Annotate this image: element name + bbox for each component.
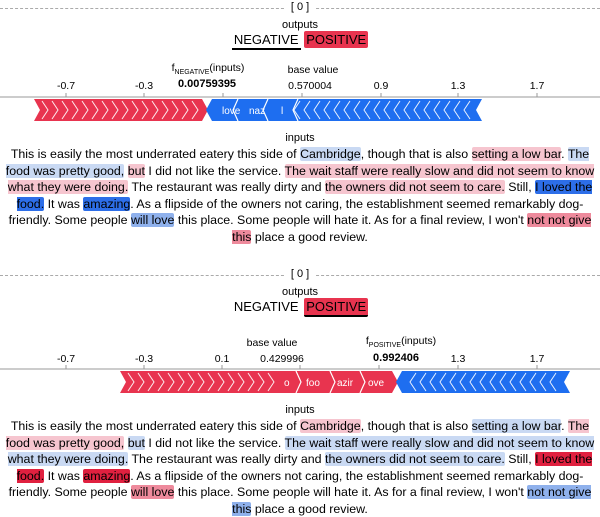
axis-tick: 1.7: [529, 80, 545, 92]
legend-positive[interactable]: POSITIVE: [304, 31, 369, 48]
base-value: 0.429996: [260, 353, 304, 365]
outputs-label: outputs: [281, 286, 319, 298]
token-highlight[interactable]: will love: [130, 213, 175, 227]
legend-negative[interactable]: NEGATIVE: [231, 31, 301, 50]
axis-tick: -0.3: [134, 353, 154, 365]
f-output-label: fPOSITIVE(inputs): [365, 335, 437, 350]
axis-tick: 1.3: [450, 353, 466, 365]
token-highlight[interactable]: amazing: [83, 468, 131, 483]
token-text: Still,: [504, 452, 536, 466]
bar-token: naz: [249, 106, 265, 117]
token-highlight[interactable]: setting a low bar: [471, 147, 562, 161]
force-plot-svg: o foo azir ove: [0, 365, 600, 394]
bar-token: ove: [368, 378, 385, 389]
legend-positive[interactable]: POSITIVE: [304, 298, 369, 317]
token-text: , though that is also: [360, 147, 472, 161]
token-text: , though that is also: [360, 419, 472, 433]
axis-ticks: [65, 93, 538, 97]
axis-tick: 1.3: [450, 80, 466, 92]
token-text: I did not like the service.: [144, 163, 285, 178]
outputs-label: outputs: [281, 19, 319, 31]
force-blue-bar: [396, 371, 570, 393]
force-red-bar: [34, 99, 208, 121]
force-red-bar: [120, 371, 398, 393]
shap-panel-positive: [ 0 ] outputs NEGATIVE POSITIVE base val…: [0, 266, 600, 516]
token-text: The restaurant was really dirty and: [128, 452, 326, 466]
token-highlight[interactable]: amazing: [83, 196, 131, 211]
token-text: It was: [44, 468, 84, 483]
chevrons-red: [41, 100, 199, 120]
token-text: this place. Some people will hate it. As…: [174, 213, 528, 227]
chevrons-blue: [409, 372, 557, 392]
token-text: this place. Some people will hate it. As…: [174, 485, 528, 499]
highlighted-input-text[interactable]: This is easily the most underrated eater…: [0, 146, 600, 245]
token-text: place a good review.: [251, 501, 368, 516]
inputs-label: inputs: [285, 132, 315, 144]
token-text: .: [561, 147, 568, 161]
force-plot[interactable]: o foo azir ove: [0, 363, 600, 408]
bar-token: foo: [306, 378, 320, 389]
legend-negative[interactable]: NEGATIVE: [233, 299, 299, 314]
panel-index: [ 0 ]: [0, 1, 600, 13]
bar-token: o: [284, 378, 290, 389]
token-highlight[interactable]: the owners did not seem to care.: [325, 452, 505, 466]
token-highlight[interactable]: will love: [130, 485, 175, 499]
base-value-label: base value: [246, 337, 298, 349]
segment-separators: [232, 98, 299, 122]
token-text: Still,: [504, 180, 536, 194]
token-text: This is easily the most underrated eater…: [10, 147, 301, 161]
token-highlight[interactable]: Cambridge: [300, 147, 361, 161]
shap-panel-negative: [ 0 ] outputs NEGATIVE POSITIVE fNEGATIV…: [0, 0, 600, 258]
token-highlight[interactable]: the owners did not seem to care.: [325, 180, 505, 194]
token-highlight[interactable]: setting a low bar: [471, 419, 562, 433]
highlighted-input-text[interactable]: This is easily the most underrated eater…: [0, 418, 600, 517]
token-text: . As a flipside of the owners not caring…: [8, 196, 584, 228]
token-text: . As a flipside of the owners not caring…: [8, 468, 584, 500]
force-plot[interactable]: love naz l: [0, 90, 600, 135]
bar-token: l: [281, 106, 283, 117]
axis-tick: 0.9: [373, 80, 389, 92]
axis-tick: -0.3: [134, 80, 154, 92]
bar-token: love: [222, 106, 241, 117]
axis-tick: 1.7: [529, 353, 545, 365]
f-output-label: fNEGATIVE(inputs): [171, 62, 245, 77]
panel-index: [ 0 ]: [0, 268, 600, 280]
token-highlight[interactable]: Cambridge: [300, 419, 361, 433]
force-plot-svg: love naz l: [0, 93, 600, 122]
token-highlight[interactable]: but: [127, 163, 145, 178]
token-text: It was: [44, 196, 84, 211]
segment-separators: [295, 370, 366, 394]
token-text: .: [561, 419, 568, 433]
token-text: place a good review.: [251, 229, 368, 244]
token-text: This is easily the most underrated eater…: [10, 419, 301, 433]
axis-tick: -0.7: [56, 353, 76, 365]
f-output-value: 0.00759395: [177, 78, 237, 90]
token-text: The restaurant was really dirty and: [128, 180, 326, 194]
chevrons-red: [127, 372, 275, 392]
axis-tick: 0.1: [214, 353, 230, 365]
chevrons-blue: [293, 100, 471, 120]
f-output-value: 0.992406: [373, 352, 419, 364]
output-legend: NEGATIVE POSITIVE: [0, 31, 600, 50]
inputs-label: inputs: [285, 404, 315, 416]
token-highlight[interactable]: but: [127, 435, 145, 450]
axis-tick: -0.7: [56, 80, 76, 92]
token-text: I did not like the service.: [144, 435, 285, 450]
axis-ticks: [65, 365, 538, 369]
output-legend: NEGATIVE POSITIVE: [0, 298, 600, 317]
bar-token: azir: [337, 378, 354, 389]
base-value: 0.570004: [288, 80, 332, 92]
base-value-label: base value: [287, 64, 339, 76]
